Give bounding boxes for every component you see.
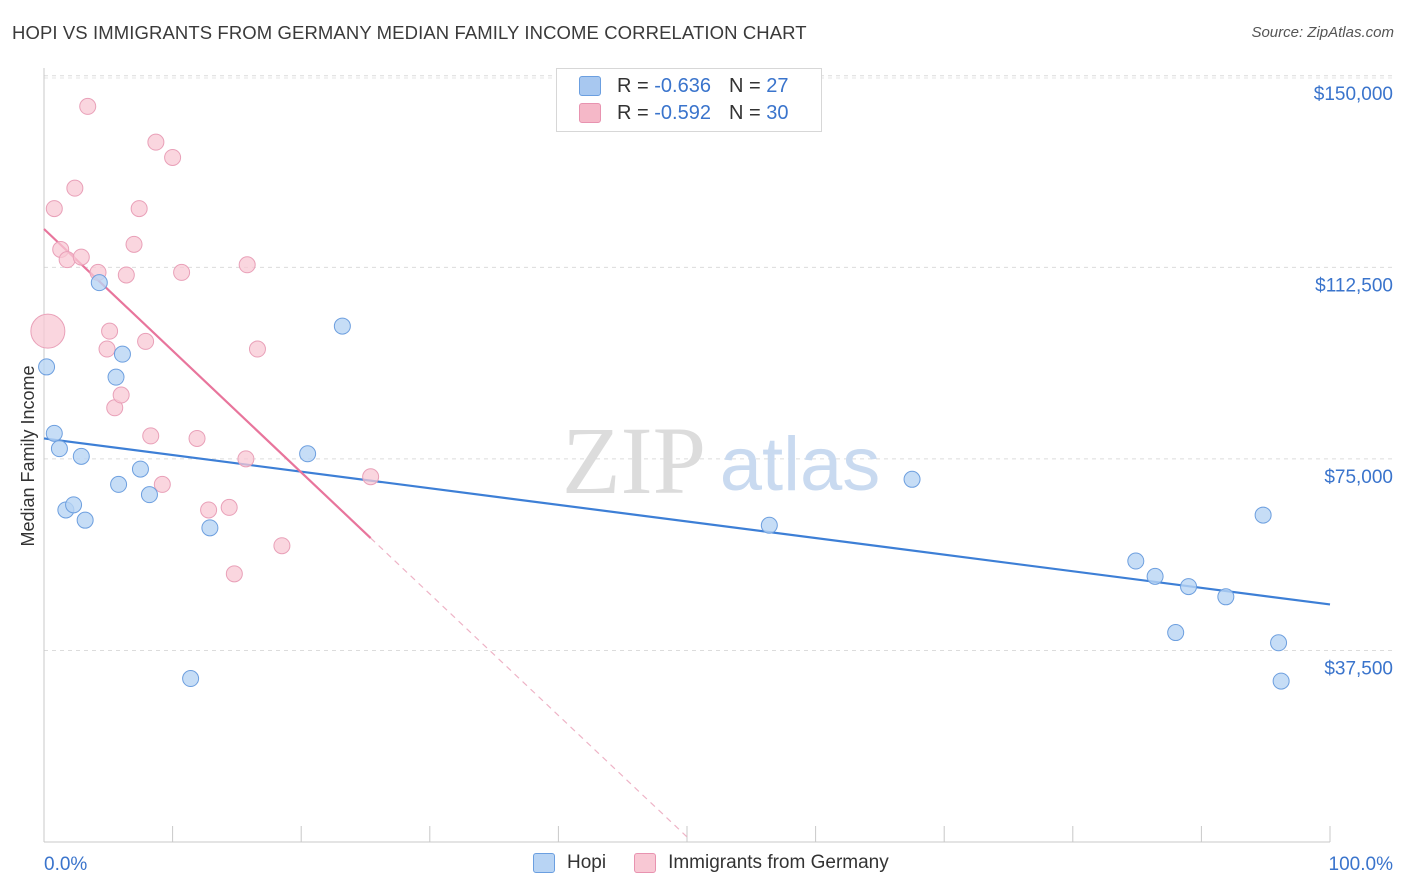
hopi-point	[182, 670, 200, 688]
hopi-point	[1167, 624, 1185, 642]
germany-point	[66, 179, 84, 197]
germany-point	[30, 313, 66, 349]
germany-point	[188, 429, 206, 447]
germany-legend-swatch	[634, 853, 657, 873]
hopi-point	[299, 445, 317, 463]
hopi-point	[107, 368, 125, 386]
hopi-point	[1270, 634, 1288, 652]
hopi-point	[903, 470, 921, 488]
y-tick-label: $75,000	[1324, 467, 1393, 488]
watermark: ZIP atlas	[562, 407, 880, 514]
n-label: N =	[728, 101, 761, 124]
germany-swatch	[579, 103, 601, 123]
stats-legend-row-germany: R = -0.592 N = 30	[579, 101, 788, 125]
hopi-point	[131, 460, 149, 478]
r-label: R =	[617, 74, 649, 97]
hopi-point	[113, 345, 131, 363]
germany-point	[153, 475, 171, 493]
germany-point	[362, 468, 380, 486]
germany-point	[72, 248, 90, 266]
hopi-point	[760, 516, 778, 534]
hopi-swatch	[579, 76, 601, 96]
legend-item-germany: Immigrants from Germany	[634, 852, 889, 874]
germany-point	[273, 537, 291, 555]
axes	[43, 68, 1331, 843]
series-legend: Hopi Immigrants from Germany	[533, 852, 917, 874]
r-value: -0.636	[654, 74, 711, 97]
stats-legend: R = -0.636 N = 27 R = -0.592 N = 30	[556, 68, 822, 132]
germany-point	[225, 565, 243, 583]
germany-point	[45, 200, 63, 218]
germany-point	[125, 235, 143, 253]
hopi-point	[50, 440, 68, 458]
hopi-point	[201, 519, 219, 537]
hopi-trend-line	[43, 437, 1331, 606]
hopi-point	[38, 358, 56, 376]
r-value: -0.592	[654, 101, 711, 124]
hopi-point	[1180, 578, 1198, 596]
legend-item-hopi: Hopi	[533, 852, 606, 874]
germany-point	[137, 332, 155, 350]
germany-point	[238, 256, 256, 274]
germany-point	[117, 266, 135, 284]
y-tick-label: $150,000	[1314, 84, 1393, 105]
hopi-point	[1254, 506, 1272, 524]
germany-point	[237, 450, 255, 468]
n-value: 27	[766, 74, 789, 97]
hopi-point	[140, 486, 158, 504]
germany-point	[164, 148, 182, 166]
germany-point	[79, 97, 97, 115]
hopi-point	[65, 496, 83, 514]
hopi-legend-swatch	[533, 853, 555, 873]
stats-legend-row-hopi: R = -0.636 N = 27	[579, 74, 788, 98]
hopi-point	[1127, 552, 1145, 570]
legend-label-germany: Immigrants from Germany	[668, 852, 889, 873]
germany-trend-extension	[370, 537, 688, 838]
gridlines	[44, 75, 1395, 651]
hopi-point	[45, 424, 63, 442]
germany-point	[130, 200, 148, 218]
germany-point	[142, 427, 160, 445]
source-credit: Source: ZipAtlas.com	[1251, 24, 1394, 41]
axis-labels: $37,500 $75,000 $112,500 $150,000 0.0% 100.0%…	[18, 84, 1393, 875]
hopi-point	[90, 274, 108, 292]
watermark-zip: ZIP	[562, 407, 706, 514]
germany-point	[98, 340, 116, 358]
hopi-point	[333, 317, 351, 335]
n-value: 30	[766, 101, 789, 124]
r-label: R =	[617, 101, 649, 124]
y-tick-label: $37,500	[1324, 658, 1393, 679]
legend-label-hopi: Hopi	[567, 852, 607, 873]
n-label: N =	[728, 74, 761, 97]
hopi-point	[72, 447, 90, 465]
hopi-point	[1272, 672, 1290, 690]
chart-title: HOPI VS IMMIGRANTS FROM GERMANY MEDIAN F…	[12, 22, 807, 43]
hopi-point	[76, 511, 94, 529]
watermark-atlas: atlas	[720, 422, 881, 507]
y-axis-label: Median Family Income	[18, 365, 38, 546]
hopi-point	[1217, 588, 1235, 606]
data-points	[30, 97, 1290, 690]
germany-point	[200, 501, 218, 519]
germany-point	[112, 386, 130, 404]
germany-point	[58, 251, 76, 269]
germany-point	[173, 263, 191, 281]
germany-point	[220, 498, 238, 516]
hopi-point	[110, 475, 128, 493]
trend-lines	[43, 228, 1331, 838]
germany-point	[248, 340, 266, 358]
hopi-point	[1146, 567, 1164, 585]
germany-point	[147, 133, 165, 151]
y-tick-label: $112,500	[1315, 275, 1393, 296]
x-tick-label: 100.0%	[1329, 854, 1394, 875]
x-tick-label: 0.0%	[44, 854, 87, 875]
germany-point	[101, 322, 119, 340]
